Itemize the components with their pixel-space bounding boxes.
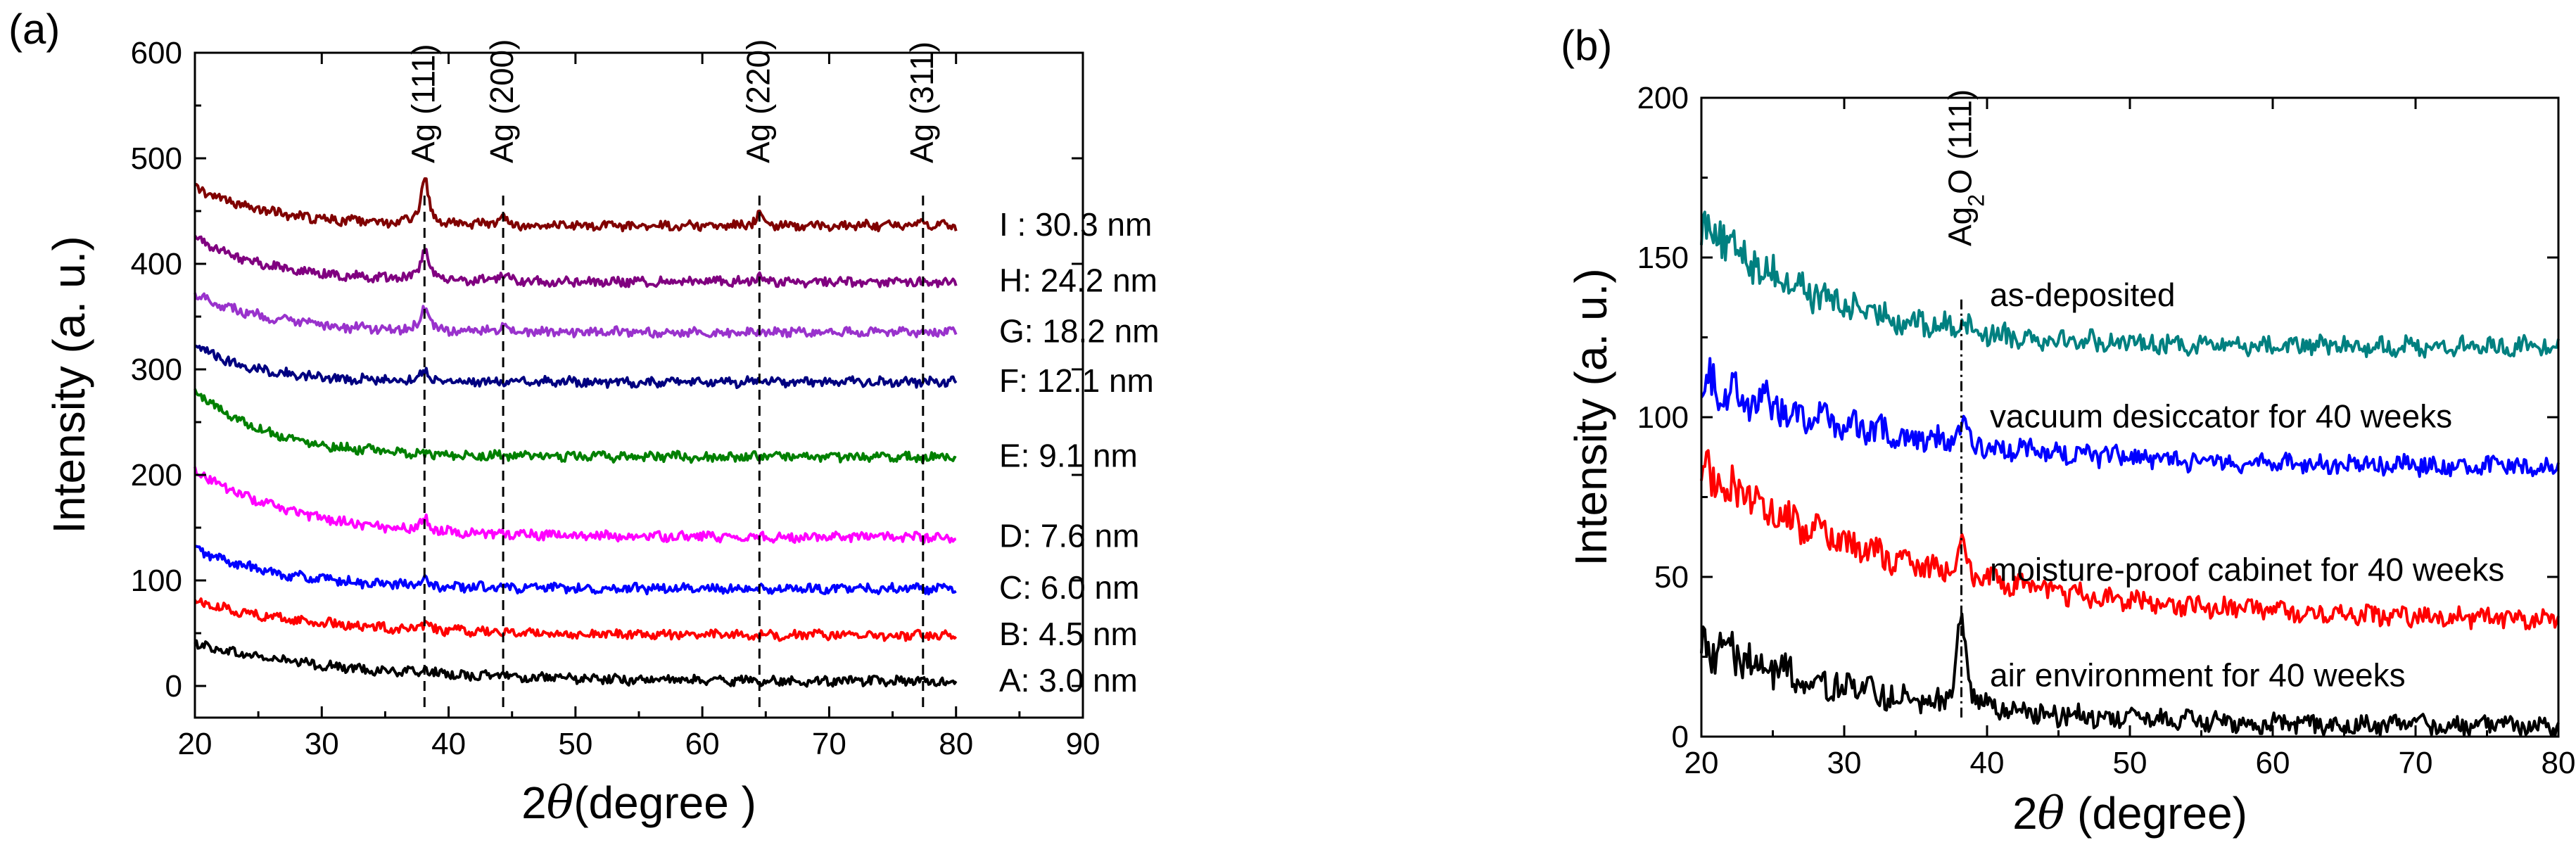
series-line-1 bbox=[193, 639, 958, 688]
panel-a-ticks: 20 30 40 50 60 70 80 90 0 100 200 300 400 500 600 bbox=[131, 36, 1100, 761]
y-tick-label: 400 bbox=[131, 247, 182, 281]
panel-b-label: (b) bbox=[1561, 22, 1612, 69]
series-label: H: 24.2 nm bbox=[999, 262, 1157, 299]
panel-a: (a) A: 3.0 nm B: 4.5 nm C: 6.0 nm D: 7.6 nm… bbox=[8, 6, 1160, 829]
x-tick-label: 40 bbox=[431, 727, 466, 761]
series-line-8 bbox=[193, 234, 958, 288]
series-label: C: 6.0 nm bbox=[999, 569, 1139, 606]
x-tick-label: 20 bbox=[1684, 746, 1719, 780]
y-tick-label: 0 bbox=[1672, 720, 1689, 754]
x-tick-label: 90 bbox=[1066, 727, 1100, 761]
series-line-3 bbox=[194, 545, 957, 596]
series-label: D: 7.6 nm bbox=[999, 518, 1139, 554]
series-label: G: 18.2 nm bbox=[999, 313, 1160, 350]
reference-line-label: Ag (220) bbox=[740, 39, 776, 163]
series-line-2 bbox=[193, 597, 958, 642]
x-tick-label: 40 bbox=[1970, 746, 2005, 780]
series-label: air environment for 40 weeks bbox=[1990, 656, 2406, 693]
panel-a-ylabel: Intensity (a. u.) bbox=[44, 236, 94, 533]
panel-a-series-group: A: 3.0 nm B: 4.5 nm C: 6.0 nm D: 7.6 nm E: 9… bbox=[193, 177, 1160, 699]
y-tick-label: 500 bbox=[131, 141, 182, 176]
x-tick-label: 80 bbox=[2542, 746, 2576, 780]
series-label: vacuum desiccator for 40 weeks bbox=[1990, 398, 2452, 435]
series-line-4 bbox=[193, 466, 957, 545]
panel-a-reference-lines: Ag (111) Ag (200) Ag (220) Ag (311) bbox=[405, 39, 940, 707]
panel-b-ticks: 20 30 40 50 60 70 80 0 50 100 150 200 bbox=[1637, 81, 2576, 780]
series-line-7 bbox=[193, 292, 958, 339]
series-label: I : 30.3 nm bbox=[999, 206, 1152, 243]
x-tick-label: 50 bbox=[558, 727, 592, 761]
x-tick-label: 60 bbox=[685, 727, 720, 761]
panel-b-xlabel: 2θ (degree) bbox=[2012, 788, 2247, 840]
panel-b-series-group: as-deposited vacuum desiccator for 40 wee… bbox=[1700, 210, 2560, 738]
series-label: moisture-proof cabinet for 40 weeks bbox=[1990, 552, 2504, 588]
x-tick-label: 60 bbox=[2256, 746, 2290, 780]
y-tick-label: 200 bbox=[131, 458, 182, 492]
panel-a-xlabel: 2θ(degree ) bbox=[521, 777, 756, 829]
series-label: E: 9.1 nm bbox=[999, 438, 1138, 474]
y-tick-label: 100 bbox=[131, 564, 182, 598]
reference-line-label: Ag2O (111) bbox=[1942, 89, 1989, 246]
x-tick-label: 30 bbox=[1827, 746, 1862, 780]
x-tick-label: 50 bbox=[2113, 746, 2147, 780]
panel-b: (b) as-deposited vacuum desiccator for 40… bbox=[1561, 22, 2575, 840]
series-line-5 bbox=[193, 388, 957, 464]
panel-b-ylabel: Intensity (a. u.) bbox=[1566, 268, 1616, 566]
y-tick-label: 100 bbox=[1637, 400, 1689, 435]
series-label: B: 4.5 nm bbox=[999, 616, 1138, 652]
y-tick-label: 50 bbox=[1654, 560, 1689, 595]
reference-line-label: Ag (111) bbox=[405, 44, 441, 163]
reference-line-label: Ag (200) bbox=[483, 39, 520, 163]
y-tick-label: 0 bbox=[165, 669, 182, 704]
x-tick-label: 30 bbox=[305, 727, 339, 761]
series-label: F: 12.1 nm bbox=[999, 362, 1154, 399]
y-tick-label: 300 bbox=[131, 352, 182, 387]
series-line-2 bbox=[1700, 357, 2560, 478]
y-tick-label: 150 bbox=[1637, 241, 1689, 275]
y-tick-label: 200 bbox=[1637, 81, 1689, 115]
series-label: A: 3.0 nm bbox=[999, 662, 1138, 699]
series-line-3 bbox=[1700, 449, 2560, 630]
panel-a-label: (a) bbox=[8, 6, 60, 53]
series-line-9 bbox=[194, 177, 958, 233]
x-tick-label: 20 bbox=[178, 727, 212, 761]
x-tick-label: 70 bbox=[812, 727, 846, 761]
x-tick-label: 80 bbox=[939, 727, 973, 761]
series-line-4 bbox=[1700, 612, 2560, 738]
reference-line-label: Ag (311) bbox=[903, 42, 940, 163]
series-line-6 bbox=[194, 344, 958, 389]
y-tick-label: 600 bbox=[131, 36, 182, 70]
series-label: as-deposited bbox=[1990, 276, 2175, 313]
series-line-1 bbox=[1700, 210, 2560, 359]
panel-b-reference-lines: Ag2O (111) bbox=[1942, 89, 1989, 718]
x-tick-label: 70 bbox=[2399, 746, 2433, 780]
